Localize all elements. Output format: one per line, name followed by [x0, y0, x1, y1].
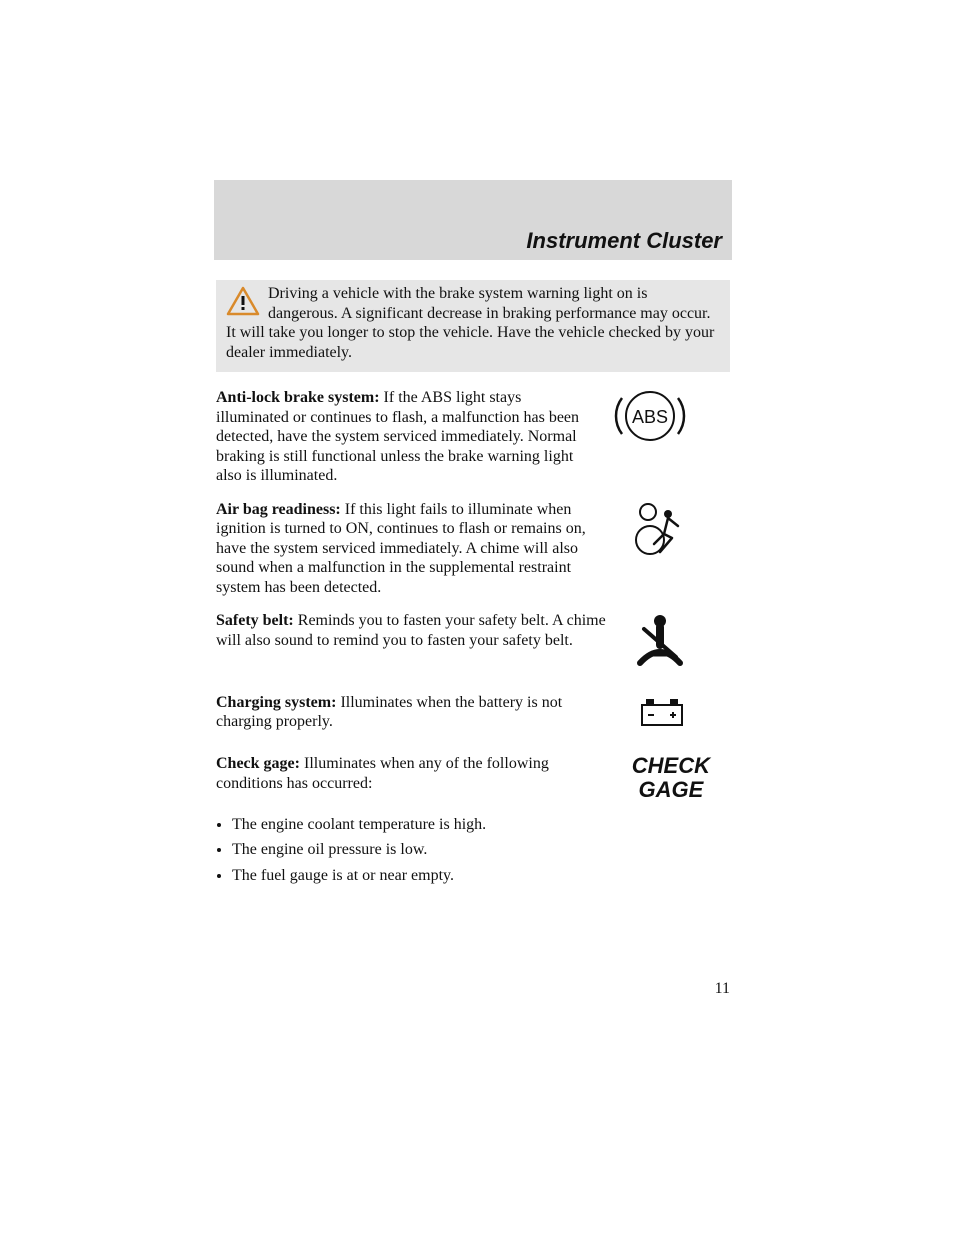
header-band: Instrument Cluster: [214, 180, 732, 260]
check-gage-line2: GAGE: [632, 778, 710, 802]
page: Instrument Cluster Driving a vehicle wit…: [0, 0, 954, 1235]
check-gage-bullets: The engine coolant temperature is high. …: [232, 815, 730, 886]
section-abs: ABS Anti-lock brake system: If the ABS l…: [216, 388, 730, 486]
warning-text: Driving a vehicle with the brake system …: [226, 285, 714, 361]
abs-icon-text: ABS: [632, 407, 668, 427]
charging-label: Charging system:: [216, 694, 336, 711]
list-item: The engine oil pressure is low.: [232, 840, 730, 860]
warning-triangle-icon: [226, 286, 260, 316]
check-gage-icon: CHECK GAGE: [632, 754, 710, 802]
list-item: The fuel gauge is at or near empty.: [232, 866, 730, 886]
content-area: ABS Anti-lock brake system: If the ABS l…: [216, 388, 730, 899]
list-item: The engine coolant temperature is high.: [232, 815, 730, 835]
abs-icon: ABS: [610, 388, 690, 450]
safety-belt-icon: [630, 611, 690, 673]
section-safety-belt: Safety belt: Reminds you to fasten your …: [216, 611, 730, 679]
section-charging: Charging system: Illuminates when the ba…: [216, 693, 730, 741]
section-airbag: Air bag readiness: If this light fails t…: [216, 500, 730, 598]
abs-label: Anti-lock brake system:: [216, 389, 380, 406]
airbag-label: Air bag readiness:: [216, 501, 341, 518]
warning-box: Driving a vehicle with the brake system …: [216, 280, 730, 372]
safety-belt-label: Safety belt:: [216, 612, 294, 629]
airbag-icon: [620, 500, 690, 562]
section-check-gage: CHECK GAGE Check gage: Illuminates when …: [216, 754, 730, 885]
check-gage-line1: CHECK: [632, 754, 710, 778]
check-gage-label: Check gage:: [216, 755, 300, 772]
battery-icon: [634, 693, 690, 735]
page-number: 11: [715, 980, 730, 998]
section-title: Instrument Cluster: [526, 228, 722, 254]
